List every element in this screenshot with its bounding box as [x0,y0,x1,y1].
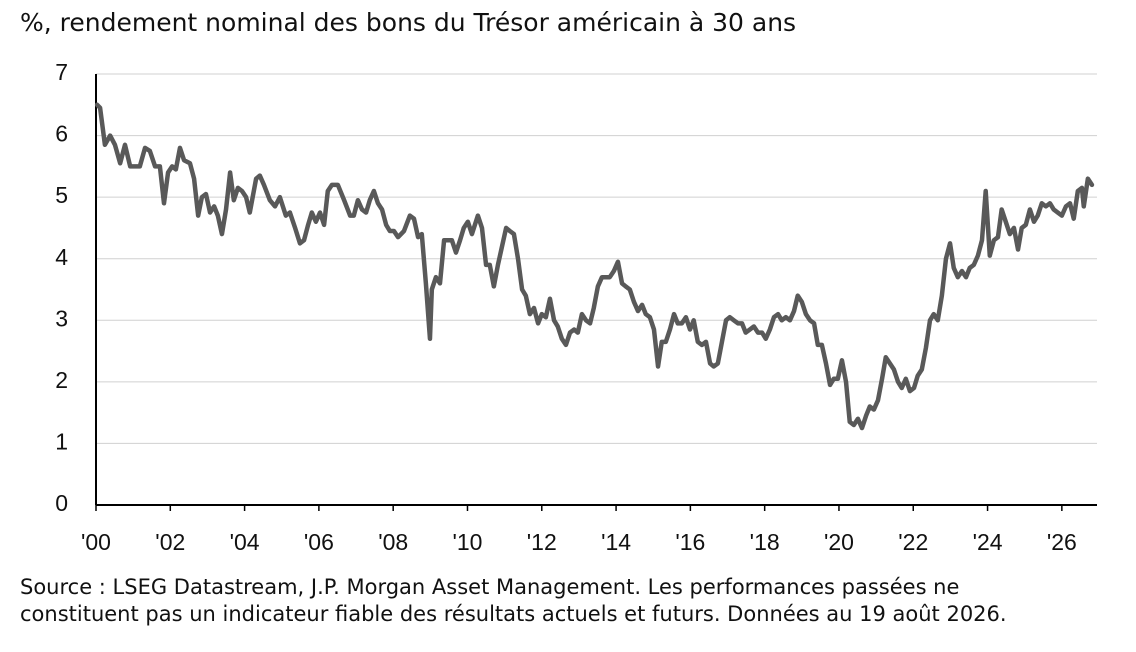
x-tick-label: '16 [675,529,705,555]
y-tick-label: 6 [55,121,68,147]
y-tick-label: 1 [55,429,68,455]
source-note: Source : LSEG Datastream, J.P. Morgan As… [20,575,959,599]
source-note: constituent pas un indicateur fiable des… [20,602,1007,626]
y-tick-label: 4 [55,244,68,270]
x-tick-label: '20 [824,529,854,555]
x-tick-label: '02 [155,529,185,555]
y-tick-label: 3 [55,305,68,331]
x-tick-label: '18 [750,529,780,555]
chart-title: %, rendement nominal des bons du Trésor … [20,8,796,37]
x-tick-label: '22 [898,529,928,555]
x-tick-label: '06 [304,529,334,555]
y-tick-label: 2 [55,367,68,393]
x-tick-label: '12 [527,529,557,555]
y-tick-label: 5 [55,182,68,208]
x-tick-label: '08 [378,529,408,555]
x-tick-label: '24 [973,529,1003,555]
data-line [94,102,1095,431]
y-tick-label: 7 [55,59,68,85]
x-tick-label: '14 [601,529,631,555]
x-tick-label: '10 [452,529,482,555]
x-tick-label: '00 [81,529,111,555]
y-tick-label: 0 [55,490,68,516]
x-tick-label: '26 [1047,529,1077,555]
x-tick-label: '04 [230,529,260,555]
